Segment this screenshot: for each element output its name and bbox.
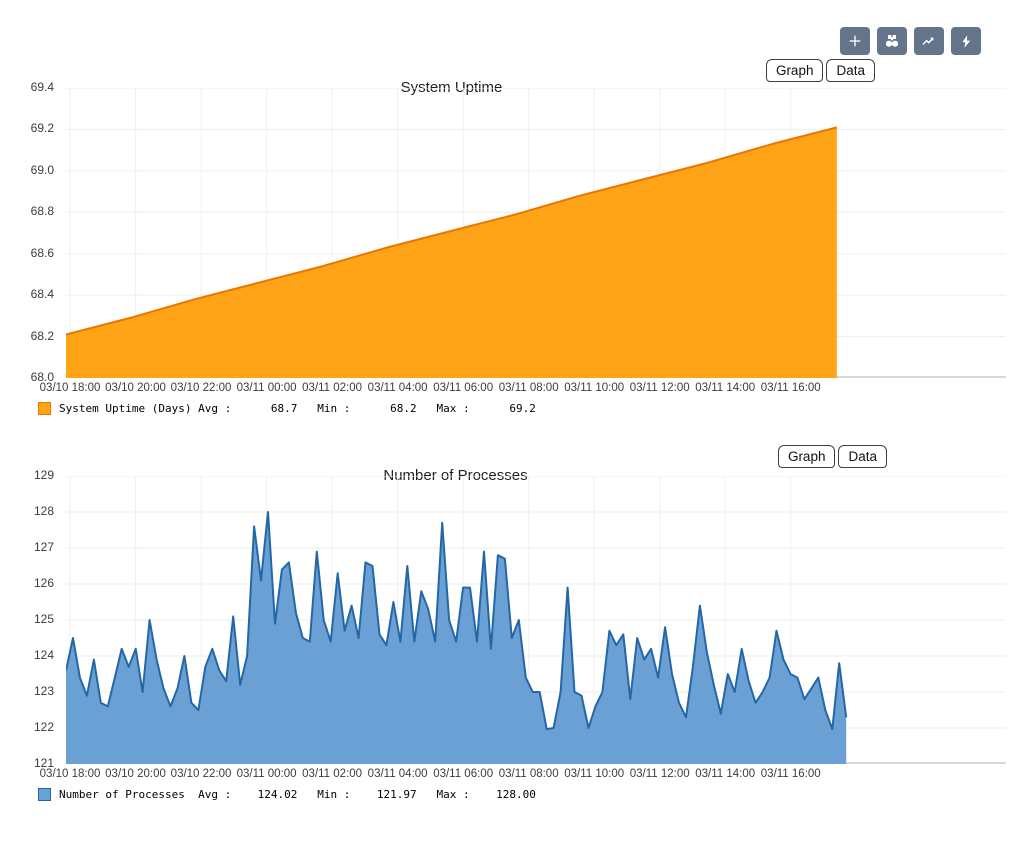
binoculars-icon — [885, 35, 899, 47]
x-tick-label: 03/10 18:00 — [39, 382, 101, 394]
series-area — [66, 127, 837, 378]
uptime-plot — [66, 88, 1006, 378]
uptime-chart: System Uptime 68.0 68.2 68.4 68.6 68.8 69.0 69… — [0, 79, 1010, 415]
lightning-icon — [961, 34, 970, 48]
toolbar — [840, 27, 981, 55]
processes-legend: Number of Processes Avg : 124.02 Min : 1… — [38, 788, 536, 801]
x-tick-label: 03/11 04:00 — [367, 768, 428, 780]
y-tick-label: 69.2 — [30, 121, 54, 136]
x-tick-label: 03/11 12:00 — [629, 768, 690, 780]
x-tick-label: 03/10 18:00 — [39, 768, 101, 780]
series-line — [66, 126, 838, 336]
inspect-button[interactable] — [877, 27, 907, 55]
y-tick-label: 68.4 — [30, 287, 54, 302]
graph-view-button[interactable] — [914, 27, 944, 55]
processes-tabs: Graph Data — [777, 445, 887, 468]
series-area — [66, 512, 847, 764]
uptime-legend-swatch — [38, 402, 51, 415]
x-tick-label: 03/11 02:00 — [302, 768, 363, 780]
x-tick-label: 03/11 08:00 — [498, 768, 559, 780]
actions-button[interactable] — [951, 27, 981, 55]
x-tick-label: 03/10 20:00 — [105, 382, 166, 394]
x-tick-label: 03/11 16:00 — [760, 382, 821, 394]
x-tick-label: 03/11 16:00 — [760, 768, 821, 780]
processes-x-axis: 03/10 18:00 03/10 20:00 03/10 22:00 03/11 0… — [40, 768, 1006, 782]
y-tick-label: 68.0 — [30, 370, 54, 384]
y-tick-label: 123 — [33, 684, 54, 698]
x-tick-label: 03/11 00:00 — [236, 768, 297, 780]
processes-chart: Number of Processes 121 122 123 124 125 126 12… — [0, 467, 1010, 801]
x-tick-label: 03/11 04:00 — [367, 382, 428, 394]
y-tick-label: 122 — [33, 720, 54, 734]
y-tick-label: 69.0 — [30, 162, 54, 177]
uptime-tabs: Graph Data — [765, 59, 875, 82]
x-tick-label: 03/11 06:00 — [433, 768, 494, 780]
processes-plot — [66, 476, 1006, 764]
y-tick-label: 127 — [33, 540, 54, 554]
uptime-x-axis: 03/10 18:00 03/10 20:00 03/10 22:00 03/11 0… — [40, 382, 1006, 396]
x-tick-label: 03/11 06:00 — [433, 382, 494, 394]
y-tick-label: 69.4 — [30, 80, 54, 94]
y-tick-label: 126 — [33, 576, 54, 590]
add-graph-button[interactable] — [840, 27, 870, 55]
x-tick-label: 03/11 02:00 — [302, 382, 363, 394]
x-tick-label: 03/11 10:00 — [564, 768, 625, 780]
y-tick-label: 68.8 — [30, 204, 54, 219]
x-tick-label: 03/11 08:00 — [498, 382, 559, 394]
x-tick-label: 03/11 00:00 — [236, 382, 297, 394]
x-tick-label: 03/11 14:00 — [695, 768, 756, 780]
y-tick-label: 128 — [33, 504, 54, 518]
uptime-legend: System Uptime (Days) Avg : 68.7 Min : 68… — [38, 402, 536, 415]
uptime-y-axis: 68.0 68.2 68.4 68.6 68.8 69.0 69.2 69.4 — [0, 80, 60, 384]
x-tick-label: 03/10 22:00 — [170, 768, 232, 780]
y-tick-label: 68.6 — [30, 245, 54, 260]
x-tick-label: 03/11 12:00 — [629, 382, 690, 394]
line-chart-icon — [922, 37, 934, 45]
x-tick-label: 03/10 22:00 — [170, 382, 232, 394]
y-tick-label: 68.2 — [30, 328, 54, 343]
x-tick-label: 03/11 10:00 — [564, 382, 625, 394]
uptime-legend-text: System Uptime (Days) Avg : 68.7 Min : 68… — [59, 402, 536, 415]
processes-legend-swatch — [38, 788, 51, 801]
x-tick-label: 03/11 14:00 — [695, 382, 756, 394]
y-tick-label: 129 — [33, 468, 54, 482]
tab-data[interactable]: Data — [826, 59, 875, 82]
tab-graph[interactable]: Graph — [777, 445, 836, 468]
processes-legend-text: Number of Processes Avg : 124.02 Min : 1… — [59, 788, 536, 801]
series-line — [66, 511, 848, 731]
x-tick-label: 03/10 20:00 — [105, 768, 166, 780]
tab-graph[interactable]: Graph — [765, 59, 824, 82]
plus-icon — [849, 35, 861, 47]
processes-y-axis: 121 122 123 124 125 126 127 128 129 — [0, 468, 60, 770]
y-tick-label: 124 — [33, 648, 54, 662]
y-tick-label: 121 — [33, 756, 54, 770]
tab-data[interactable]: Data — [838, 445, 887, 468]
y-tick-label: 125 — [33, 612, 54, 626]
